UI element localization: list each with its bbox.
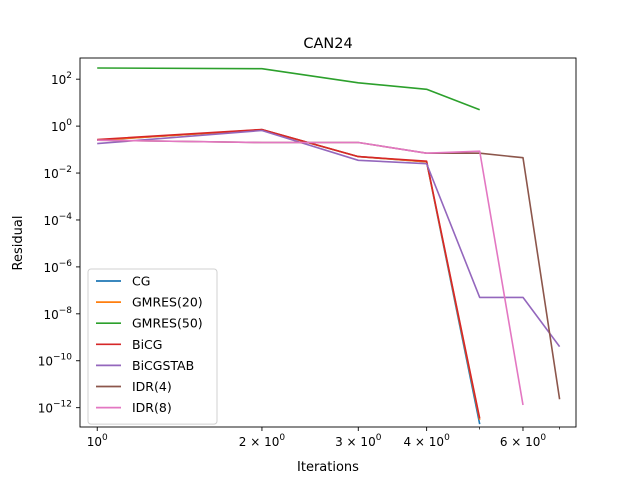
y-tick-label: 10−4 <box>43 212 72 228</box>
legend-label: BiCG <box>132 337 162 352</box>
series-line-bicgstab <box>97 129 561 348</box>
y-tick-label: 100 <box>51 118 72 134</box>
x-axis-title: Iterations <box>297 460 359 475</box>
legend-box <box>87 268 218 425</box>
plot-frame <box>79 57 577 428</box>
y-tick-label: 10−6 <box>43 259 72 275</box>
legend-label: CG <box>132 274 150 289</box>
x-axis: 100 2 × 100 3 × 100 4 × 100 6 × 100 <box>87 427 560 449</box>
x-tick-label: 6 × 100 <box>500 433 547 449</box>
legend-label: GMRES(50) <box>132 316 203 331</box>
x-tick-label: 2 × 100 <box>239 433 286 449</box>
legend-label: BiCGSTAB <box>132 358 194 373</box>
series-line-gmres-50 <box>97 67 480 111</box>
legend-label: IDR(8) <box>132 400 172 415</box>
x-tick-label: 3 × 100 <box>335 433 382 449</box>
series-line-idr-8 <box>97 139 524 406</box>
y-axis-title: Residual <box>11 216 26 271</box>
legend-label: IDR(4) <box>132 379 172 394</box>
legend-label: GMRES(20) <box>132 295 203 310</box>
series-line-bicg <box>97 128 481 419</box>
y-tick-label: 10−12 <box>38 400 72 416</box>
series-layer <box>97 67 561 425</box>
y-tick-label: 102 <box>51 71 72 87</box>
chart-title: CAN24 <box>303 36 352 52</box>
y-tick-label: 10−8 <box>43 306 72 322</box>
y-axis: 102 100 10−2 10−4 10−6 10−8 10−10 10−12 <box>38 71 80 416</box>
x-tick-label: 4 × 100 <box>403 433 450 449</box>
y-tick-label: 10−10 <box>38 353 73 369</box>
y-tick-label: 10−2 <box>43 165 72 181</box>
x-tick-label: 100 <box>87 433 108 449</box>
legend: CG GMRES(20) GMRES(50) BiCG BiCGSTAB IDR(4) ID… <box>87 268 218 425</box>
